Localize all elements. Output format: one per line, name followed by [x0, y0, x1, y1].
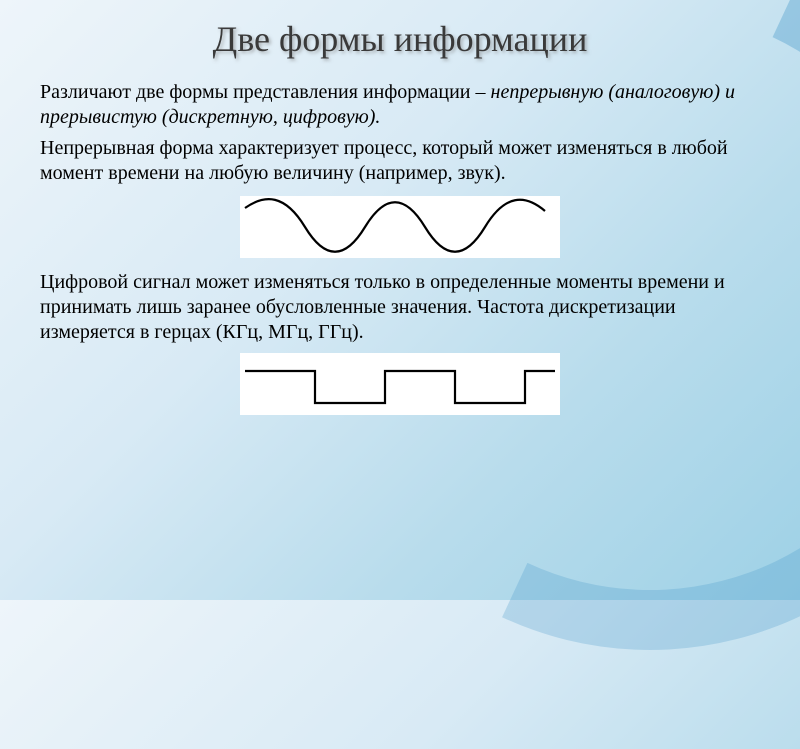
- analog-wave-path: [245, 199, 545, 252]
- content-area: Различают две формы представления информ…: [0, 60, 800, 425]
- paragraph-analog: Непрерывная форма характеризует процесс,…: [40, 136, 760, 186]
- digital-wave-svg: [240, 353, 560, 415]
- paragraph-digital: Цифровой сигнал может изменяться только …: [40, 270, 760, 345]
- analog-wave-figure: [240, 196, 560, 258]
- paragraph-intro: Различают две формы представления информ…: [40, 80, 760, 130]
- intro-lead-text: Различают две формы представления информ…: [40, 81, 491, 103]
- digital-wave-figure: [240, 353, 560, 415]
- analog-wave-svg: [240, 196, 560, 258]
- page-title: Две формы информации: [0, 0, 800, 60]
- digital-wave-path: [245, 371, 555, 403]
